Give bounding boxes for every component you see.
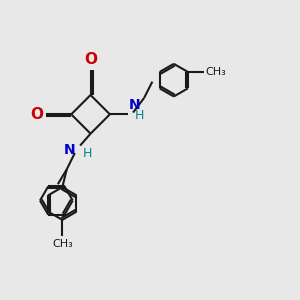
Text: N: N bbox=[64, 143, 76, 157]
Text: O: O bbox=[84, 52, 97, 67]
Text: H: H bbox=[82, 147, 92, 160]
Text: O: O bbox=[30, 107, 43, 122]
Text: CH₃: CH₃ bbox=[52, 238, 73, 249]
Text: N: N bbox=[129, 98, 141, 112]
Text: CH₃: CH₃ bbox=[206, 67, 226, 77]
Text: H: H bbox=[135, 109, 145, 122]
